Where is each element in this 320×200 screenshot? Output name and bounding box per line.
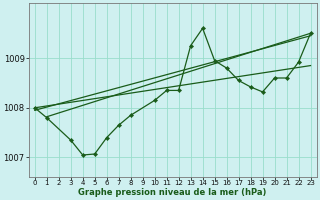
X-axis label: Graphe pression niveau de la mer (hPa): Graphe pression niveau de la mer (hPa)	[78, 188, 267, 197]
